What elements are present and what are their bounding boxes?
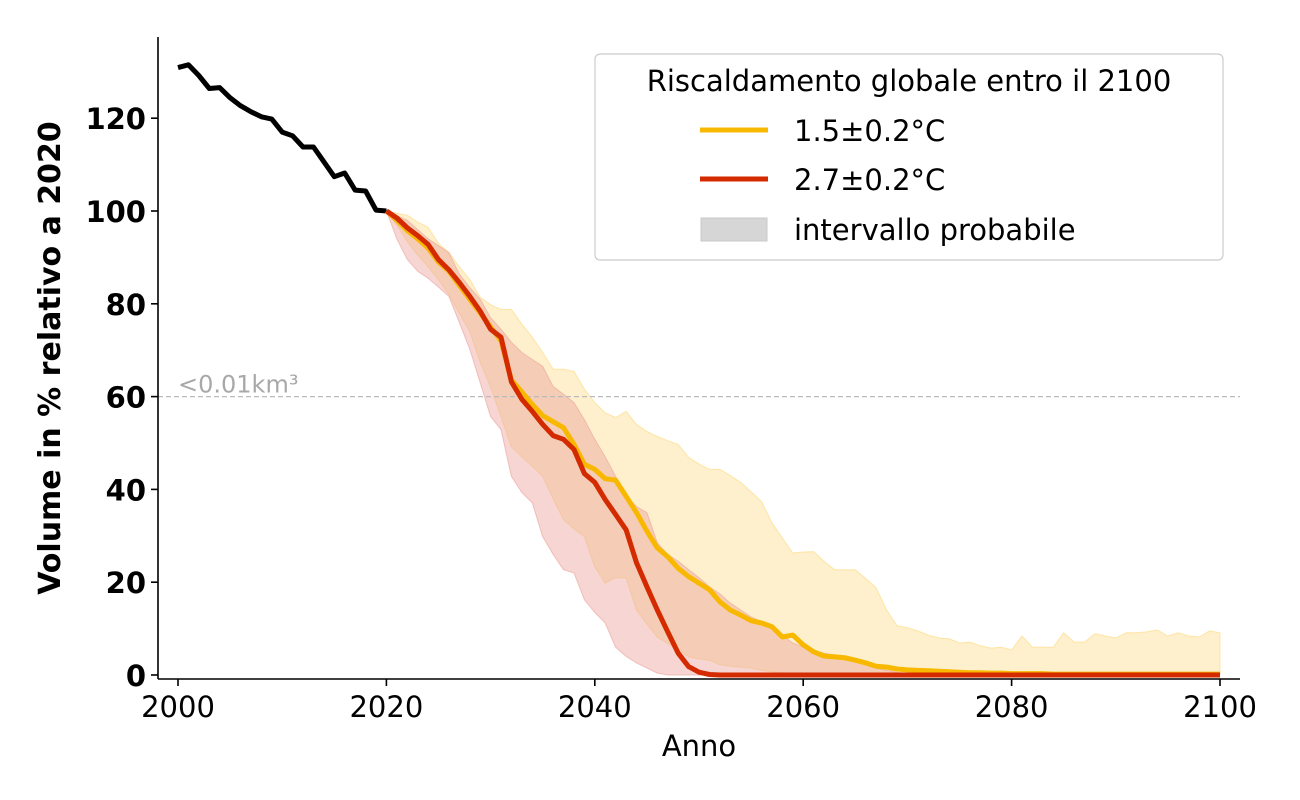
series-line-2-7c — [385, 208, 1220, 678]
historical-line — [177, 62, 387, 214]
x-tick-label: 2060 — [766, 690, 840, 724]
legend: Riscaldamento globale entro il 2100 1.5±… — [594, 53, 1224, 261]
x-axis-label: Anno — [662, 729, 736, 763]
x-tick-label: 2100 — [1183, 690, 1257, 724]
y-tick-label: 60 — [106, 381, 146, 415]
x-axis-ticks: 2000 2020 2040 2060 2080 2100 — [141, 679, 1257, 724]
x-tick-label: 2040 — [558, 690, 632, 724]
y-axis-ticks: 0 20 40 60 80 100 120 — [85, 102, 158, 693]
x-tick-label: 2000 — [141, 690, 215, 724]
legend-label-likely-range: intervallo probabile — [794, 213, 1076, 247]
legend-label-2-7c: 2.7±0.2°C — [794, 163, 945, 197]
y-tick-label: 120 — [85, 102, 146, 136]
legend-frame — [594, 53, 1224, 261]
series-lines — [177, 62, 1220, 678]
y-tick-label: 100 — [85, 195, 146, 229]
x-tick-label: 2080 — [975, 690, 1049, 724]
legend-swatch-likely-range — [700, 217, 768, 242]
y-tick-label: 40 — [106, 473, 146, 507]
y-tick-label: 80 — [106, 288, 146, 322]
y-axis-label: Volume in % relativo a 2020 — [33, 121, 68, 595]
x-tick-label: 2020 — [349, 690, 423, 724]
legend-title: Riscaldamento globale entro il 2100 — [647, 64, 1172, 98]
legend-label-1-5c: 1.5±0.2°C — [794, 114, 945, 148]
likely-range-band-1-5c — [385, 210, 1221, 675]
y-tick-label: 0 — [126, 659, 146, 693]
y-tick-label: 20 — [106, 566, 146, 600]
uncertainty-bands — [385, 210, 1221, 676]
reference-line-label: <0.01km³ — [178, 371, 298, 399]
